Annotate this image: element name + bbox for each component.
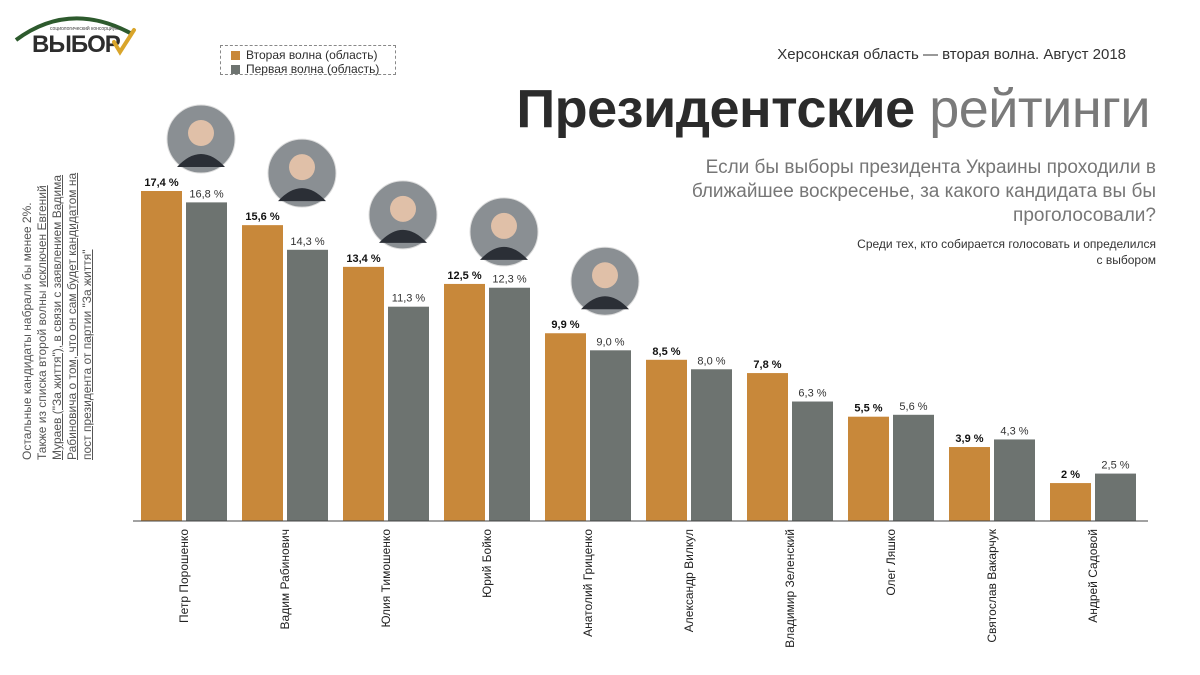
title-bold: Президентские [516,79,915,139]
category-label-3: Юрий Бойко [480,529,494,598]
bar-second-wave-7 [848,416,889,521]
legend-swatch-second-wave [231,50,240,60]
bar-second-wave-3 [444,283,485,521]
data-label-second-wave-9: 2 % [1061,469,1080,481]
data-label-first-wave-9: 2,5 % [1101,460,1129,472]
bar-first-wave-9 [1095,473,1136,521]
legend-item-first-wave: Первая волна (область) [231,62,395,76]
candidate-photo-face-2 [390,195,416,222]
legend-label-second-wave: Вторая волна (область) [246,48,378,62]
title-light: рейтинги [929,79,1150,139]
data-label-first-wave-3: 12,3 % [492,274,526,286]
candidate-photo-face-1 [289,154,315,181]
bar-second-wave-1 [242,225,283,521]
candidate-photo-body-0 [177,154,225,167]
category-label-4: Анатолий Гриценко [581,529,595,637]
data-label-first-wave-6: 6,3 % [798,388,826,400]
category-label-7: Олег Ляшко [884,529,898,596]
bar-second-wave-8 [949,447,990,521]
category-label-8: Святослав Вакарчук [985,528,999,642]
survey-question: Если бы выборы президента Украины проход… [691,157,1156,226]
data-label-second-wave-2: 13,4 % [346,253,380,265]
category-label-6: Владимир Зеленский [783,529,797,648]
bar-first-wave-5 [691,369,732,521]
category-label-9: Андрей Садовой [1086,529,1100,623]
candidate-photo-face-0 [188,120,214,146]
legend-label-first-wave: Первая волна (область) [246,62,380,76]
data-label-first-wave-0: 16,8 % [189,188,223,200]
data-label-first-wave-8: 4,3 % [1000,425,1028,437]
bar-first-wave-1 [287,249,328,522]
bar-first-wave-2 [388,306,429,521]
svg-text:социологический консорциум: социологический консорциум [50,25,119,32]
bar-second-wave-2 [343,266,384,521]
region-title: Херсонская область — вторая волна. Авгус… [777,46,1126,63]
data-label-second-wave-3: 12,5 % [447,270,481,282]
category-label-1: Вадим Рабинович [278,529,292,629]
legend-swatch-first-wave [231,64,240,74]
candidate-photo-body-1 [278,188,326,202]
svg-text:ВЫБОР: ВЫБОР [32,31,121,58]
bar-first-wave-4 [590,350,631,521]
candidate-photo-body-4 [581,296,629,310]
bar-first-wave-8 [994,439,1035,521]
data-label-second-wave-1: 15,6 % [245,211,279,223]
category-label-0: Петр Порошенко [177,529,191,623]
survey-note: Среди тех, кто собирается голосовать и о… [857,237,1156,267]
data-label-first-wave-7: 5,6 % [899,401,927,413]
data-label-first-wave-1: 14,3 % [290,236,324,248]
bar-second-wave-5 [646,359,687,521]
category-label-2: Юлия Тимошенко [379,529,393,628]
data-label-second-wave-0: 17,4 % [144,177,178,189]
legend-item-second-wave: Вторая волна (область) [231,48,395,62]
candidate-photo-body-3 [480,246,528,260]
data-label-first-wave-2: 11,3 % [392,293,426,305]
candidate-photo-face-3 [491,212,517,239]
bar-first-wave-7 [893,414,934,521]
data-label-second-wave-7: 5,5 % [854,403,882,415]
bar-second-wave-4 [545,333,586,521]
bar-second-wave-0 [141,191,182,521]
data-label-first-wave-5: 8,0 % [697,355,725,367]
bar-first-wave-0 [186,202,227,521]
data-label-second-wave-5: 8,5 % [652,346,680,358]
bar-first-wave-3 [489,287,530,521]
page-title: Президентские рейтинги [516,78,1150,140]
candidate-photo-body-2 [379,229,427,243]
category-label-5: Александр Вилкул [682,529,696,632]
bar-second-wave-9 [1050,483,1091,521]
vybor-logo: социологический консорциум ВЫБОР [14,16,136,58]
data-label-first-wave-4: 9,0 % [596,336,624,348]
data-label-second-wave-8: 3,9 % [955,433,983,445]
candidate-photo-face-4 [592,262,618,289]
bar-first-wave-6 [792,401,833,521]
bar-second-wave-6 [747,373,788,521]
legend: Вторая волна (область) Первая волна (обл… [220,45,396,76]
data-label-second-wave-4: 9,9 % [551,319,579,331]
data-label-second-wave-6: 7,8 % [753,359,781,371]
